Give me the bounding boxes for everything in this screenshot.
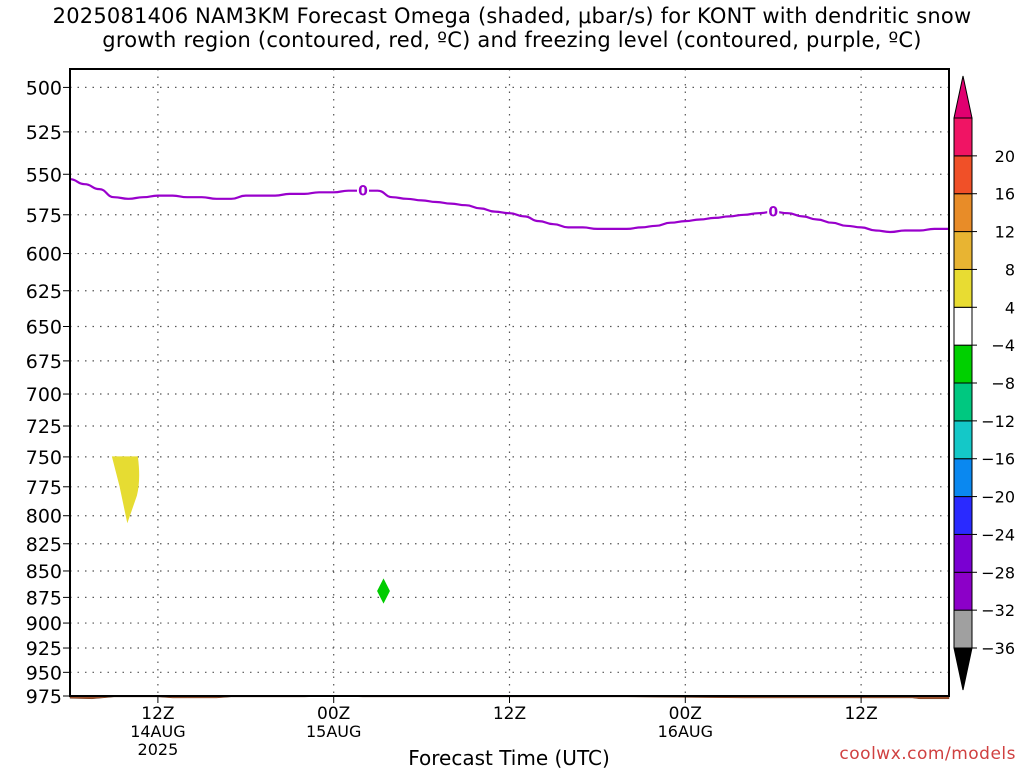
y-tick-label-650: 650	[26, 317, 62, 339]
freezing-level-line	[69, 178, 949, 234]
updraft-patch	[111, 456, 140, 524]
y-tick-label-775: 775	[26, 477, 62, 499]
freezing-level-label-bg-0	[357, 181, 369, 198]
colorbar-segment-14	[953, 117, 973, 157]
y-tick-label-500: 500	[26, 77, 62, 99]
colorbar-segment-4	[953, 496, 973, 535]
colorbar-arrow-low	[953, 647, 973, 691]
x-tick-label-4-1: 12Z	[844, 704, 877, 724]
colorbar-segment-8	[953, 344, 973, 384]
y-tick-label-550: 550	[26, 164, 62, 186]
y-tick-label-700: 700	[26, 384, 62, 406]
x-tick-label-2-1: 12Z	[493, 704, 526, 724]
colorbar: −36 −32 −28 −24 −20 −16 −12 −8 −4 4 8 12 16 20	[953, 75, 1015, 691]
y-tick-label-800: 800	[26, 506, 62, 528]
colorbar-label-11: 12	[995, 223, 1015, 242]
colorbar-segment-1	[953, 609, 973, 649]
colorbar-segment-10	[953, 268, 973, 308]
colorbar-label-0: −36	[981, 639, 1015, 658]
y-tick-label-575: 575	[26, 205, 62, 227]
colorbar-segment-11	[953, 231, 973, 270]
x-tick-label-1-2: 15AUG	[306, 722, 361, 741]
freezing-level-label-0: 0	[358, 184, 368, 200]
y-tick-label-875: 875	[26, 587, 62, 609]
colorbar-segment-6	[953, 420, 973, 460]
colorbar-label-13: 20	[995, 147, 1015, 166]
colorbar-segment-2	[953, 571, 973, 611]
colorbar-label-9: 4	[1005, 298, 1015, 317]
colorbar-segment-3	[953, 533, 973, 573]
colorbar-label-7: −8	[991, 374, 1015, 393]
y-tick-label-675: 675	[26, 351, 62, 373]
y-tick-label-525: 525	[26, 122, 62, 144]
colorbar-label-1: −32	[981, 601, 1015, 620]
y-tick-label-850: 850	[26, 561, 62, 583]
downdraft-patch	[377, 578, 390, 604]
watermark-text: coolwx.com/models	[839, 744, 1016, 764]
colorbar-segment-12	[953, 193, 973, 233]
omega-features-layer	[111, 456, 390, 604]
grid-layer	[70, 69, 949, 697]
x-tick-label-0-2: 14AUG	[130, 722, 185, 741]
colorbar-label-2: −28	[981, 563, 1015, 582]
y-tick-label-725: 725	[26, 416, 62, 438]
y-axis: 500 525 550 575 600 625 650 675 700 725 750 775 800 8…	[26, 77, 70, 708]
colorbar-label-6: −12	[981, 412, 1015, 431]
x-tick-label-3-2: 16AUG	[658, 722, 713, 741]
freezing-level-layer: 00	[69, 178, 949, 234]
chart-title-line-2: growth region (contoured, red, ºC) and f…	[102, 28, 922, 52]
colorbar-label-8: −4	[991, 336, 1015, 355]
y-tick-label-975: 975	[26, 686, 62, 708]
x-tick-label-3-1: 00Z	[669, 704, 702, 724]
y-tick-label-950: 950	[26, 662, 62, 684]
colorbar-arrow-high	[953, 75, 973, 119]
colorbar-segment-9	[953, 306, 973, 346]
y-tick-label-750: 750	[26, 447, 62, 469]
x-tick-label-1-1: 00Z	[317, 704, 350, 724]
colorbar-segment-5	[953, 458, 973, 498]
x-tick-label-0-1: 12Z	[141, 704, 174, 724]
y-tick-label-825: 825	[26, 534, 62, 556]
colorbar-label-10: 8	[1005, 260, 1015, 279]
chart-title: 2025081406 NAM3KM Forecast Omega (shaded…	[0, 4, 1024, 52]
y-tick-label-900: 900	[26, 613, 62, 635]
y-tick-label-625: 625	[26, 281, 62, 303]
colorbar-label-3: −24	[981, 525, 1015, 544]
x-tick-label-0-3: 2025	[138, 740, 179, 759]
y-tick-label-600: 600	[26, 244, 62, 266]
x-axis-title: Forecast Time (UTC)	[408, 746, 610, 768]
colorbar-label-4: −20	[981, 488, 1015, 507]
colorbar-segment-7	[953, 382, 973, 422]
colorbar-label-5: −16	[981, 450, 1015, 469]
freezing-level-label-1: 0	[768, 205, 778, 221]
y-tick-label-925: 925	[26, 638, 62, 660]
freezing-level-label-bg-1	[767, 202, 780, 219]
chart-title-line-1: 2025081406 NAM3KM Forecast Omega (shaded…	[52, 4, 972, 28]
colorbar-label-12: 16	[995, 185, 1015, 204]
colorbar-segment-13	[953, 155, 973, 195]
